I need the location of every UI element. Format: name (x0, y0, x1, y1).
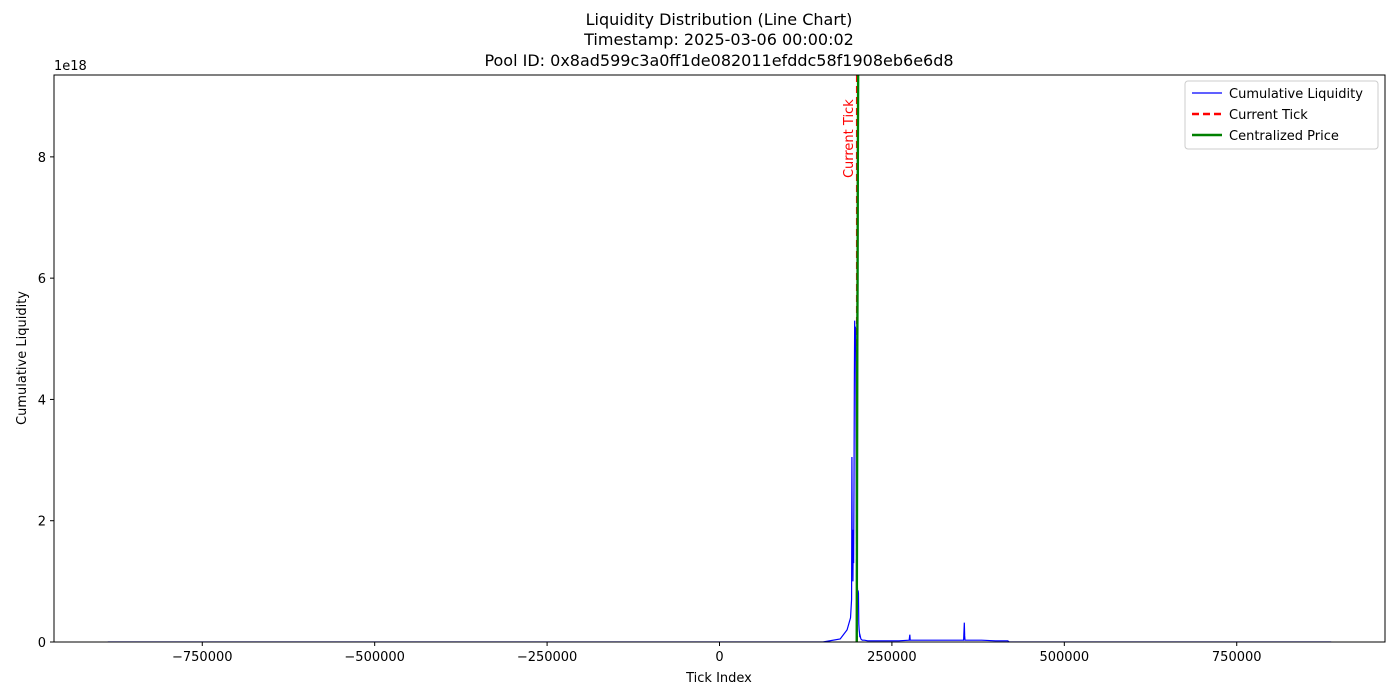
x-tick-label: 500000 (1039, 650, 1089, 665)
series-line-cumulative-liquidity (107, 320, 1332, 642)
y-tick-label: 2 (38, 515, 46, 530)
chart-title-line-3: Pool ID: 0x8ad599c3a0ff1de082011efddc58f… (484, 51, 953, 70)
legend: Cumulative Liquidity Current Tick Centrali… (1184, 80, 1379, 150)
legend-box (1184, 80, 1379, 150)
x-tick-label: 250000 (867, 650, 917, 665)
y-tick-label: 6 (38, 272, 46, 287)
legend-entry-label: Centralized Price (1229, 129, 1339, 144)
chart-title-line-1: Liquidity Distribution (Line Chart) (586, 10, 853, 29)
x-axis-label: Tick Index (685, 671, 752, 686)
y-offset-label: 1e18 (54, 59, 87, 74)
y-axis-ticks: 0 2 4 6 8 (38, 151, 54, 651)
x-tick-label: 750000 (1212, 650, 1262, 665)
y-tick-label: 4 (38, 393, 46, 408)
chart-title-line-2: Timestamp: 2025-03-06 00:00:02 (583, 30, 854, 49)
x-tick-label: −750000 (172, 650, 233, 665)
x-tick-label: −250000 (517, 650, 578, 665)
y-axis-label: Cumulative Liquidity (15, 291, 30, 425)
x-tick-label: −500000 (344, 650, 405, 665)
legend-entry-label: Cumulative Liquidity (1229, 87, 1363, 102)
plot-area: Current Tick (53, 74, 1386, 643)
legend-entry-label: Current Tick (1229, 108, 1308, 123)
y-tick-label: 8 (38, 151, 46, 166)
y-tick-label: 0 (38, 636, 46, 651)
x-tick-label: 0 (715, 650, 723, 665)
x-axis-ticks: −750000 −500000 −250000 0 250000 500000 750000 (172, 642, 1262, 665)
series-line-centralized-price (855, 75, 860, 642)
annotation-current-tick: Current Tick (842, 99, 857, 178)
